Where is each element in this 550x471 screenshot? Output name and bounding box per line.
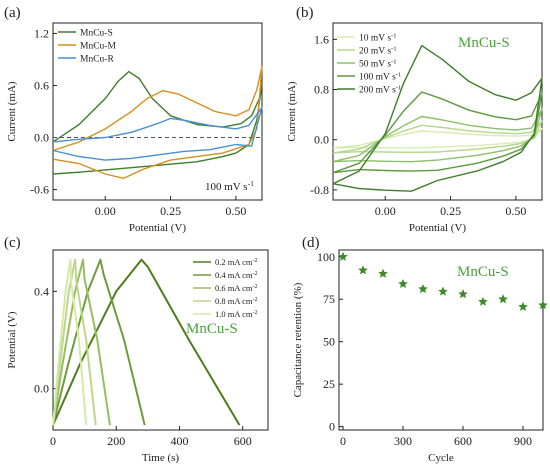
y-tick-label: 0.6 [34,78,49,92]
series-line-4 [52,258,97,426]
panel-a: (a) 0.00 0.25 0.50 -0.6 0.0 0.6 1.2 Potential (V… [4,5,263,234]
series-line-5 [332,44,543,192]
y-tick-label: 50 [323,335,335,349]
x-tick-label: 0.00 [375,204,396,218]
data-point [358,265,368,275]
x-tick-label: 300 [394,434,412,448]
series-line-2 [52,258,146,426]
x-tick-label: 0.00 [95,204,116,218]
panel-label: (a) [4,5,21,21]
x-axis-label: Potential (V) [409,222,466,234]
legend-entry: 20 mV s-1 [359,45,397,57]
data-point [398,278,408,289]
y-tick-label: 0.0 [314,133,329,147]
legend-entry: 200 mV s-1 [359,84,401,96]
x-tick-label: 0.50 [225,204,246,218]
sample-annotation: MnCu-S [458,35,510,51]
plot-frame [338,249,544,431]
data-point [378,268,388,278]
panel-label: (c) [4,235,21,251]
legend-entry: 100 mV s-1 [359,71,401,83]
y-tick-label: 75 [323,292,335,306]
x-tick-label: 200 [107,434,125,448]
data-point [418,283,428,294]
y-axis-label: Capacitance retention (%) [292,282,304,397]
series-line-3 [52,106,263,161]
legend: 0.2 mA cm-2 0.4 mA cm-2 0.6 mA cm-2 0.8 mA … [193,257,258,319]
series-line-4 [332,91,543,174]
panel-c: (c) 0 200 400 600 0.0 0.4 Time (s) Potential (V)… [4,235,269,464]
data-point [438,286,448,296]
x-tick-label: 0 [340,434,346,448]
y-tick-label: 0.8 [314,83,329,97]
series-line-2 [52,65,263,180]
sample-annotation: MnCu-S [457,264,509,280]
legend-entry: MnCu-S [80,29,113,39]
x-axis-label: Time (s) [142,452,180,464]
legend-entry: 50 mV s-1 [359,58,397,70]
x-tick-label: 0.25 [160,204,181,218]
plot-frame [52,249,269,431]
y-tick-label: 0 [329,420,335,434]
legend-entry: 0.4 mA cm-2 [215,270,258,280]
y-axis-label: Potential (V) [6,311,18,368]
series-line-1 [52,258,241,426]
x-tick-label: 600 [454,434,472,448]
data-point [478,296,488,306]
x-tick-label: 0.50 [505,204,526,218]
y-tick-label: 25 [323,377,335,391]
legend-entry: 1.0 mA cm-2 [215,309,258,319]
panel-b: (b) 0.00 0.25 0.50 -0.8 0.0 0.8 1.6 Potential (V… [286,5,543,234]
plot-frame [52,22,263,201]
series-line-5 [52,258,88,426]
data-point [498,294,508,304]
y-axis-label: Current (mA) [6,81,18,142]
legend-entry: 10 mV s-1 [359,32,397,44]
y-tick-label: 1.2 [34,26,49,40]
series-line-3 [52,258,111,426]
y-tick-label: 0.0 [34,382,49,396]
data-point [458,289,468,299]
x-tick-label: 400 [170,434,188,448]
legend-entry: MnCu-M [80,42,116,52]
panel-label: (b) [296,5,314,21]
y-tick-label: 100 [317,250,335,264]
legend-entry: MnCu-R [80,55,114,65]
x-axis-label: Potential (V) [129,222,186,234]
y-tick-label: -0.6 [30,183,49,197]
data-point [538,300,548,310]
x-tick-label: 0.25 [440,204,461,218]
legend: MnCu-S MnCu-M MnCu-R [58,29,116,65]
legend-entry: 0.2 mA cm-2 [215,257,258,267]
series-line-1 [52,70,263,175]
data-point [338,251,348,261]
x-tick-label: 0 [50,434,56,448]
y-axis-label: Current (mA) [286,81,298,142]
x-tick-label: 900 [514,434,532,448]
panel-d: (d) 0 300 600 900 0 25 50 75 100 Cycle Capacitance … [292,235,548,464]
y-tick-label: 1.6 [314,32,329,46]
x-tick-label: 600 [234,434,252,448]
y-tick-label: 0.0 [34,131,49,145]
x-axis-label: Cycle [428,452,454,464]
y-tick-label: 0.4 [34,284,49,298]
data-point [518,301,528,312]
scan-rate-annotation: 100 mV s-1 [205,179,254,194]
y-tick-label: -0.8 [310,183,329,197]
legend-entry: 0.8 mA cm-2 [215,296,258,306]
legend-entry: 0.6 mA cm-2 [215,283,258,293]
sample-annotation: MnCu-S [186,321,238,337]
panel-label: (d) [302,235,320,251]
